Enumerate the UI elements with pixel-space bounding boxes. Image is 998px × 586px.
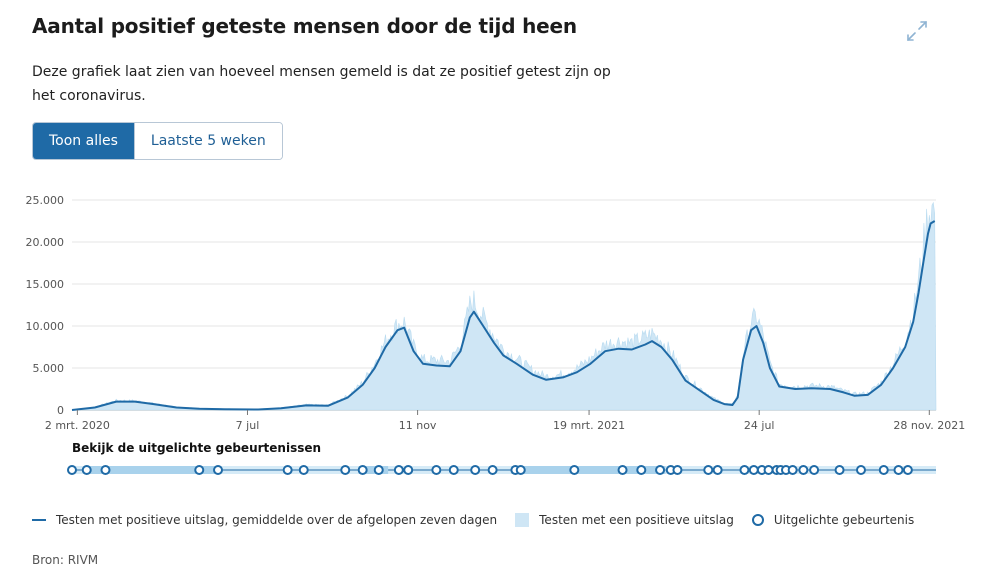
- expand-icon[interactable]: [906, 20, 928, 42]
- event-marker[interactable]: [902, 465, 913, 475]
- y-tick-label: 5.000: [33, 362, 65, 375]
- event-marker[interactable]: [655, 465, 666, 475]
- event-marker[interactable]: [893, 465, 904, 475]
- event-marker[interactable]: [67, 465, 77, 475]
- legend-item-positive-tests: Testen met een positieve uitslag: [515, 513, 734, 527]
- event-marker[interactable]: [834, 465, 845, 475]
- event-marker[interactable]: [448, 465, 459, 475]
- y-tick-label: 10.000: [26, 320, 65, 333]
- legend-area-swatch: [515, 513, 530, 527]
- legend-label-positive-tests: Testen met een positieve uitslag: [539, 513, 734, 527]
- event-marker[interactable]: [703, 465, 714, 475]
- show-all-button[interactable]: Toon alles: [33, 123, 134, 159]
- legend-event-marker: [751, 514, 764, 526]
- event-marker[interactable]: [81, 465, 92, 475]
- cases-chart: 0 5.000 10.000 15.000 20.000 25.000 2 mrt. 202…: [26, 194, 965, 475]
- event-marker[interactable]: [672, 465, 683, 475]
- legend-item-events: Uitgelichte gebeurtenis: [751, 513, 915, 527]
- event-marker[interactable]: [617, 465, 628, 475]
- chart-description: Deze grafiek laat zien van hoeveel mense…: [32, 64, 611, 104]
- event-marker[interactable]: [340, 465, 351, 475]
- event-marker[interactable]: [787, 465, 798, 475]
- event-marker[interactable]: [798, 465, 809, 475]
- event-marker[interactable]: [878, 465, 889, 475]
- event-marker[interactable]: [569, 465, 580, 475]
- event-marker[interactable]: [470, 465, 481, 475]
- event-marker[interactable]: [763, 465, 774, 475]
- event-marker[interactable]: [213, 465, 224, 475]
- event-marker[interactable]: [739, 465, 750, 475]
- event-marker[interactable]: [403, 465, 414, 475]
- event-marker[interactable]: [393, 465, 404, 475]
- chart-legend: Testen met positieve uitslag, gemiddelde…: [32, 513, 932, 527]
- y-tick-label: 0: [57, 404, 64, 417]
- event-marker[interactable]: [636, 465, 647, 475]
- legend-line-swatch: [32, 519, 46, 521]
- x-tick-label: 2 mrt. 2020: [45, 419, 110, 432]
- x-tick-label: 19 mrt. 2021: [553, 419, 625, 432]
- y-tick-label: 15.000: [26, 278, 65, 291]
- timeline-range[interactable]: [86, 466, 219, 474]
- timeline-range[interactable]: [358, 466, 389, 474]
- event-marker[interactable]: [487, 465, 498, 475]
- event-marker[interactable]: [357, 465, 368, 475]
- event-marker[interactable]: [712, 465, 723, 475]
- timeline-range[interactable]: [511, 466, 666, 474]
- event-marker[interactable]: [194, 465, 205, 475]
- last-5-weeks-button[interactable]: Laatste 5 weken: [133, 123, 282, 159]
- x-tick-label: 7 jul: [236, 419, 260, 432]
- series-line-seven-day-average: [71, 220, 936, 411]
- event-marker[interactable]: [748, 465, 759, 475]
- event-marker[interactable]: [515, 465, 526, 475]
- event-marker[interactable]: [282, 465, 293, 475]
- event-marker[interactable]: [100, 465, 111, 475]
- events-label: Bekijk de uitgelichte gebeurtenissen: [72, 441, 322, 455]
- series-area-positive-tests: [71, 201, 937, 411]
- y-tick-label: 25.000: [26, 194, 65, 207]
- time-range-toggle: Toon alles Laatste 5 weken: [32, 122, 283, 160]
- legend-item-average: Testen met positieve uitslag, gemiddelde…: [32, 513, 497, 527]
- source-note: Bron: RIVM: [32, 553, 99, 567]
- event-marker[interactable]: [373, 465, 384, 475]
- x-tick-label: 28 nov. 2021: [893, 419, 965, 432]
- event-marker[interactable]: [298, 465, 309, 475]
- page-title: Aantal positief geteste mensen door de t…: [32, 14, 577, 38]
- legend-label-average: Testen met positieve uitslag, gemiddelde…: [56, 513, 498, 527]
- event-marker[interactable]: [431, 465, 442, 475]
- event-marker[interactable]: [809, 465, 820, 475]
- legend-label-events: Uitgelichte gebeurtenis: [773, 513, 915, 527]
- event-marker[interactable]: [855, 465, 866, 475]
- x-tick-label: 11 nov: [399, 419, 437, 432]
- y-tick-label: 20.000: [26, 236, 65, 249]
- x-tick-label: 24 jul: [744, 419, 775, 432]
- events-timeline: [67, 465, 936, 475]
